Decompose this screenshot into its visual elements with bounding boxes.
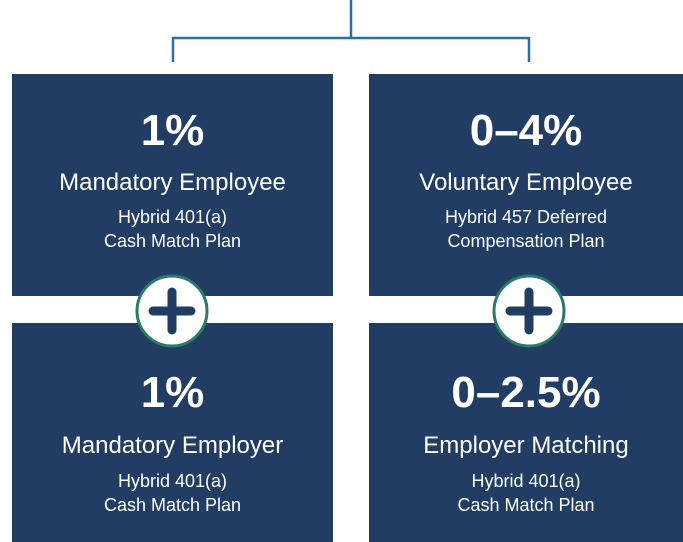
title: Voluntary Employee xyxy=(419,169,633,196)
value: 1% xyxy=(140,368,205,417)
value: 1% xyxy=(140,106,205,155)
subtitle: Cash Match Plan xyxy=(457,495,595,515)
subtitle: Compensation Plan xyxy=(447,231,605,251)
box: 1% Mandatory Employee Hybrid 401(a) Cash… xyxy=(12,74,333,296)
subtitle: Cash Match Plan xyxy=(103,495,242,515)
bracket xyxy=(171,0,531,62)
value: 0–4% xyxy=(469,106,583,155)
box: 0–4% Voluntary Employee Hybrid 457 Defer… xyxy=(369,74,683,296)
title: Mandatory Employer xyxy=(61,432,284,459)
subtitle: Hybrid 401(a) xyxy=(117,471,228,491)
subtitle: Hybrid 457 Deferred xyxy=(444,207,608,227)
title: Mandatory Employee xyxy=(59,169,286,196)
title: Employer Matching xyxy=(423,432,629,459)
value: 0–2.5% xyxy=(451,368,601,417)
subtitle: Cash Match Plan xyxy=(103,231,242,251)
box: 1% Mandatory Employer Hybrid 401(a) Cash… xyxy=(12,323,333,542)
box: 0–2.5% Employer Matching Hybrid 401(a) C… xyxy=(369,323,683,542)
subtitle: Hybrid 401(a) xyxy=(117,207,228,227)
subtitle: Hybrid 401(a) xyxy=(471,471,581,491)
